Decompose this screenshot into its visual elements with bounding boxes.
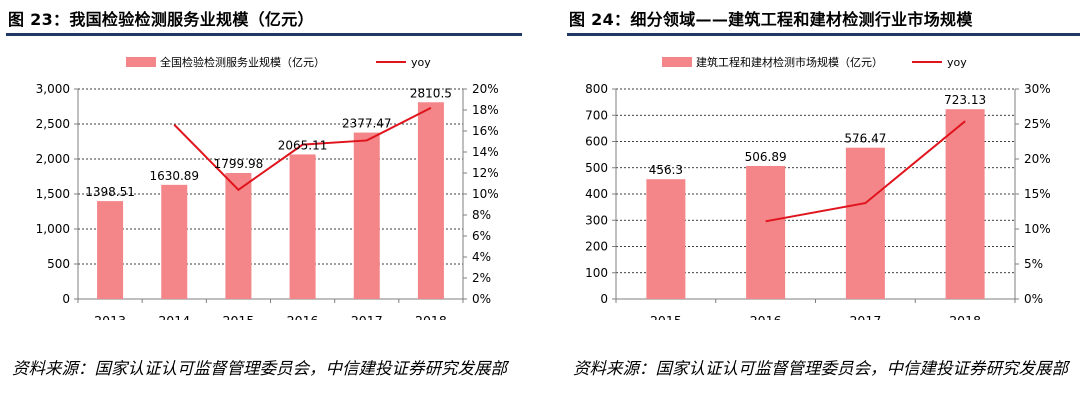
y-left-tick-label: 600 <box>585 135 608 149</box>
y-left-tick-label: 2,000 <box>36 152 70 166</box>
y-left-tick-label: 0 <box>62 292 70 306</box>
y-left-tick-label: 200 <box>585 240 608 254</box>
y-right-tick-label: 15% <box>1024 187 1051 201</box>
bar <box>646 179 686 299</box>
x-tick-label: 2015 <box>650 313 682 320</box>
y-right-tick-label: 12% <box>472 166 499 180</box>
y-right-tick-label: 16% <box>472 124 499 138</box>
legend-bar-swatch <box>662 57 692 67</box>
bar-data-label: 1799.98 <box>214 157 264 171</box>
series-line-yoy <box>765 120 966 223</box>
bar-data-label: 2810.5 <box>410 86 452 100</box>
y-left-tick-label: 300 <box>585 213 608 227</box>
y-right-tick-label: 20% <box>472 82 499 96</box>
x-tick-label: 2015 <box>223 313 255 320</box>
legend-bar-swatch <box>126 57 156 67</box>
x-tick-label: 2016 <box>287 313 319 320</box>
bar <box>746 165 786 299</box>
y-left-tick-label: 500 <box>47 257 70 271</box>
y-left-tick-label: 400 <box>585 187 608 201</box>
chart-figure-24: 0 100 200 300 400 500 600 700 800 0% 5% 10% 15% 20% 25… <box>585 55 1051 320</box>
bar <box>417 102 444 299</box>
legend-line-label: yoy <box>947 56 967 69</box>
y-right-tick-label: 10% <box>1024 222 1051 236</box>
y-right-tick-label: 25% <box>1024 117 1051 131</box>
figure-23-panel: 图 23：我国检验检测服务业规模（亿元） 0 500 1,000 1,500 2,000… <box>6 0 528 417</box>
x-tick-label: 2014 <box>158 313 190 320</box>
bar <box>945 109 985 299</box>
y-right-tick-label: 10% <box>472 187 499 201</box>
y-left-tick-label: 1,000 <box>36 222 70 236</box>
figure-24-panel: 图 24：细分领域——建筑工程和建材检测行业市场规模 0 100 200 300 400… <box>567 0 1080 417</box>
y-right-tick-label: 0% <box>472 292 491 306</box>
figure-title: 图 24：细分领域——建筑工程和建材检测行业市场规模 <box>569 10 973 29</box>
x-tick-label: 2017 <box>849 313 881 320</box>
bar-data-label: 1630.89 <box>149 169 199 183</box>
bar <box>161 184 188 299</box>
bar-data-label: 576.47 <box>844 132 886 146</box>
bar <box>225 173 252 299</box>
title-rule <box>6 33 522 36</box>
y-right-tick-label: 6% <box>472 229 491 243</box>
title-rule <box>567 33 1080 36</box>
legend-bar-label: 建筑工程和建材检测市场规模（亿元） <box>696 55 883 69</box>
y-right-tick-label: 30% <box>1024 82 1051 96</box>
figure-title: 图 23：我国检验检测服务业规模（亿元） <box>8 10 314 29</box>
chart-figure-23: 0 500 1,000 1,500 2,000 2,500 3,000 0% 2% 4% 6% 8% 1… <box>36 55 499 320</box>
y-left-tick-label: 0 <box>600 292 608 306</box>
bar <box>353 132 380 299</box>
bar-data-label: 723.13 <box>944 93 986 107</box>
y-right-tick-label: 5% <box>1024 257 1043 271</box>
y-left-tick-label: 800 <box>585 82 608 96</box>
bar-data-label: 1398.51 <box>85 185 135 199</box>
bar <box>845 147 885 299</box>
y-right-tick-label: 8% <box>472 208 491 222</box>
legend-bar-label: 全国检验检测服务业规模（亿元） <box>160 55 325 69</box>
y-left-tick-label: 1,500 <box>36 187 70 201</box>
y-right-tick-label: 20% <box>1024 152 1051 166</box>
y-right-tick-label: 0% <box>1024 292 1043 306</box>
y-right-tick-label: 2% <box>472 271 491 285</box>
x-tick-label: 2018 <box>949 313 981 320</box>
bar-data-label: 2377.47 <box>342 117 392 131</box>
x-tick-label: 2018 <box>415 313 447 320</box>
y-right-tick-label: 14% <box>472 145 499 159</box>
y-right-tick-label: 18% <box>472 103 499 117</box>
bar-data-label: 506.89 <box>745 150 787 164</box>
legend-line-label: yoy <box>411 56 431 69</box>
x-tick-label: 2016 <box>750 313 782 320</box>
y-left-tick-label: 2,500 <box>36 117 70 131</box>
y-left-tick-label: 100 <box>585 266 608 280</box>
bar-data-label: 456.3 <box>649 163 683 177</box>
y-right-tick-label: 4% <box>472 250 491 264</box>
y-left-tick-label: 700 <box>585 108 608 122</box>
x-tick-label: 2013 <box>94 313 126 320</box>
series-line-yoy <box>173 107 432 192</box>
x-tick-label: 2017 <box>351 313 383 320</box>
bar-data-label: 2065.11 <box>278 138 328 152</box>
bar <box>289 154 316 299</box>
y-left-tick-label: 500 <box>585 161 608 175</box>
source-note: 资料来源：国家认证认可监督管理委员会，中信建投证券研究发展部 <box>573 359 1068 378</box>
y-left-tick-label: 3,000 <box>36 82 70 96</box>
bar <box>97 201 124 299</box>
source-note: 资料来源：国家认证认可监督管理委员会，中信建投证券研究发展部 <box>12 359 507 378</box>
